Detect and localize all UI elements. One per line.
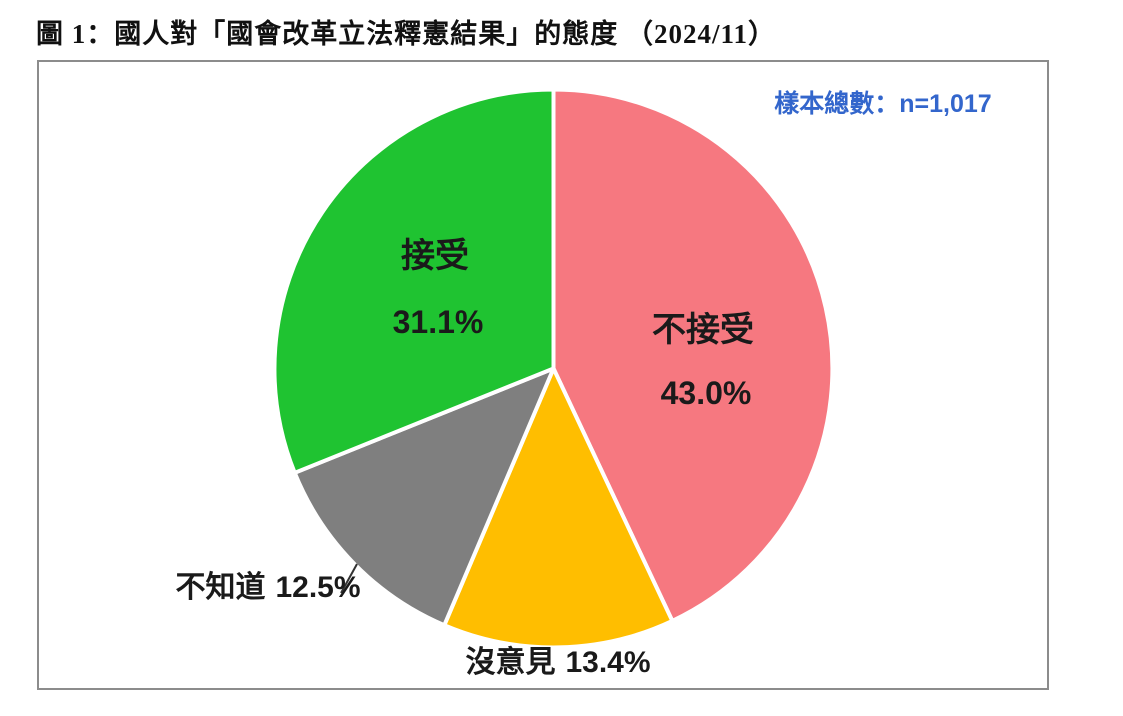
label-accept-name: 接受 — [401, 237, 469, 275]
label-accept-pct: 31.1% — [392, 304, 484, 340]
label-not-accept-name: 不接受 — [652, 311, 754, 349]
label-dont-know-name: 不知道 — [175, 571, 266, 604]
pie-slice-not-accept — [551, 87, 835, 623]
leader-line — [340, 563, 358, 594]
label-dont-know: 不知道 12.5% — [175, 573, 360, 603]
label-no-opinion: 沒意見 13.4% — [465, 648, 650, 678]
label-no-opinion-name: 沒意見 — [465, 646, 556, 679]
pie-slice-no-opinion — [442, 366, 675, 650]
pie-slice-accept — [272, 87, 556, 475]
pie-chart — [272, 87, 835, 650]
sample-size-note: 樣本總數：n=1,017 — [774, 90, 992, 118]
label-not-accept-pct: 43.0% — [660, 375, 752, 411]
chart-panel: 接受 31.1% 不接受 43.0% 不知道 12.5% 沒意見 13.4% 樣本總… — [37, 60, 1049, 690]
label-dont-know-pct: 12.5% — [275, 571, 361, 604]
page-title: 圖 1：國人對「國會改革立法釋憲結果」的態度 （2024/11） — [36, 19, 777, 49]
label-no-opinion-pct: 13.4% — [565, 646, 651, 679]
pie-slice-dont-know — [292, 366, 556, 628]
